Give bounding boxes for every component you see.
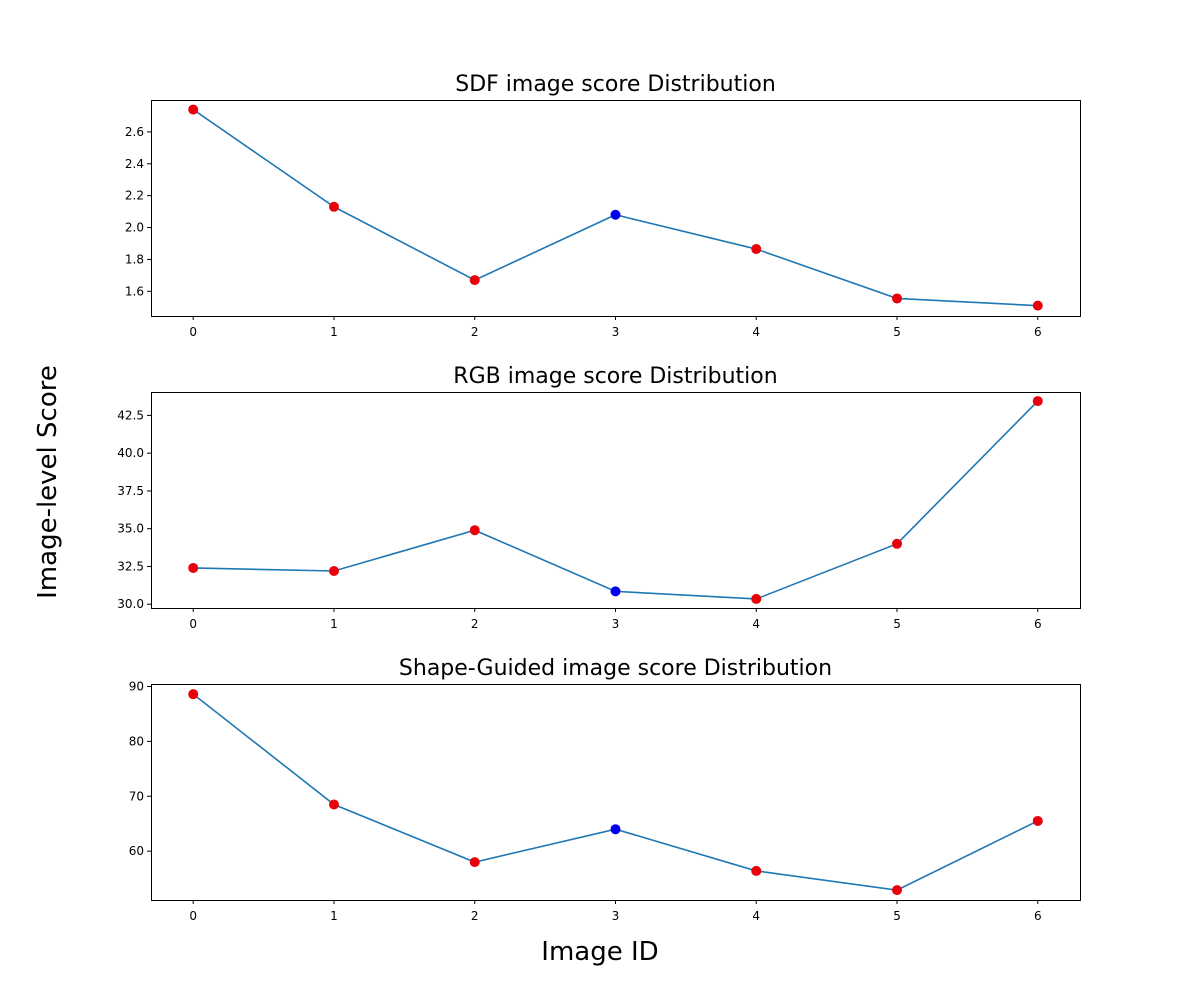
data-point: [892, 293, 903, 304]
data-point: [188, 104, 199, 115]
y-tick-label: 80: [129, 734, 144, 748]
x-tick-label: 6: [1034, 909, 1042, 923]
chart-panel-0: SDF image score Distribution 0 1 2 3 4 5 6 1.6 1.…: [125, 72, 1081, 339]
highlighted-data-point: [610, 209, 621, 220]
x-tick-label: 2: [471, 325, 479, 339]
series-line: [193, 400, 1039, 600]
x-tick-label: 1: [330, 617, 338, 631]
x-tick-label: 3: [612, 617, 620, 631]
highlighted-data-point: [610, 586, 621, 597]
x-tick-label: 5: [893, 909, 901, 923]
y-tick-label: 2.4: [125, 157, 144, 171]
x-tick-label: 3: [612, 325, 620, 339]
y-tick-label: 37.5: [117, 484, 144, 498]
x-tick-label: 3: [612, 909, 620, 923]
y-axis-label: Image-level Score: [33, 365, 63, 599]
data-point: [751, 593, 762, 604]
data-point: [328, 565, 339, 576]
data-point: [751, 244, 762, 255]
y-tick-label: 60: [129, 844, 144, 858]
x-tick-label: 0: [189, 325, 197, 339]
data-point: [1032, 396, 1043, 407]
series-line: [192, 108, 1038, 307]
y-tick-label: 90: [129, 679, 144, 693]
data-point: [751, 865, 762, 876]
data-point: [328, 799, 339, 810]
x-tick-label: 6: [1034, 325, 1042, 339]
y-tick-label: 1.8: [125, 252, 144, 266]
data-point: [188, 562, 199, 573]
x-tick-label: 4: [752, 909, 760, 923]
data-point: [892, 885, 903, 896]
y-tick-label: 2.6: [125, 125, 144, 139]
data-point: [469, 525, 480, 536]
data-point: [1032, 300, 1043, 311]
x-tick-label: 6: [1034, 617, 1042, 631]
x-tick-label: 2: [471, 617, 479, 631]
plot-frame: [151, 100, 1081, 317]
y-tick-label: 40.0: [117, 446, 144, 460]
data-point: [892, 538, 903, 549]
y-tick-label: 42.5: [117, 408, 144, 422]
chart-panels: SDF image score Distribution 0 1 2 3 4 5 6 1.6 1.…: [117, 72, 1081, 923]
chart-title: Shape-Guided image score Distribution: [399, 656, 832, 681]
y-tick-label: 30.0: [117, 597, 144, 611]
y-tick-label: 1.6: [125, 284, 144, 298]
data-point: [469, 857, 480, 868]
y-tick-label: 70: [129, 789, 144, 803]
chart-title: RGB image score Distribution: [453, 364, 777, 389]
y-tick-label: 2.0: [125, 221, 144, 235]
data-point: [328, 201, 339, 212]
y-tick-label: 35.0: [117, 522, 144, 536]
x-axis-label: Image ID: [541, 937, 658, 967]
x-tick-label: 2: [471, 909, 479, 923]
data-point: [469, 275, 480, 286]
x-tick-label: 1: [330, 325, 338, 339]
x-tick-label: 4: [752, 325, 760, 339]
x-tick-label: 0: [189, 909, 197, 923]
plot-frame: [151, 392, 1081, 609]
y-tick-label: 2.2: [125, 189, 144, 203]
chart-panel-1: RGB image score Distribution 0 1 2 3 4 5 6 30.0 3…: [117, 364, 1081, 631]
data-point: [188, 689, 199, 700]
x-tick-label: 1: [330, 909, 338, 923]
x-tick-label: 5: [893, 617, 901, 631]
chart-title: SDF image score Distribution: [455, 72, 776, 97]
series-line: [192, 693, 1039, 891]
y-tick-label: 32.5: [117, 559, 144, 573]
x-tick-label: 4: [752, 617, 760, 631]
x-tick-label: 0: [189, 617, 197, 631]
chart-panel-2: Shape-Guided image score Distribution 0 1 2…: [129, 656, 1081, 923]
x-tick-label: 5: [893, 325, 901, 339]
data-point: [1032, 815, 1043, 826]
highlighted-data-point: [610, 824, 621, 835]
